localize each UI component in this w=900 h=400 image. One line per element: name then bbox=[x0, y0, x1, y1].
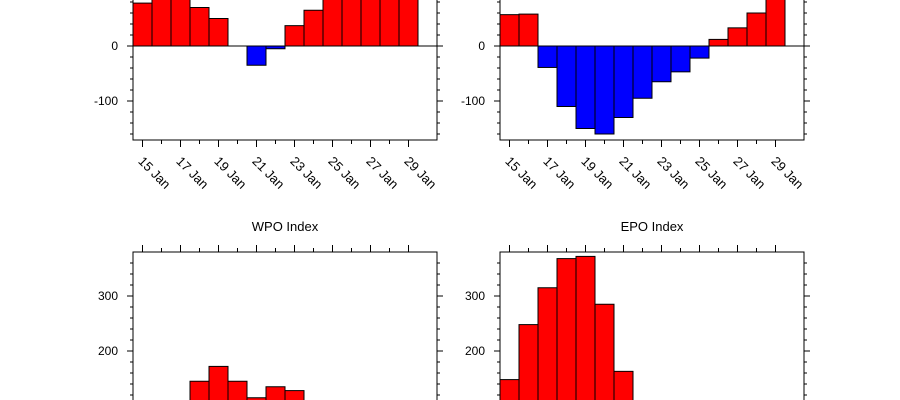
x-tick-label: 15 Jan bbox=[502, 154, 540, 192]
bar bbox=[265, 45, 286, 50]
bar bbox=[537, 287, 558, 400]
chart-title: EPO Index bbox=[621, 219, 684, 234]
y-tick-label: 200 bbox=[465, 344, 485, 358]
bar bbox=[575, 255, 596, 400]
plot-frame bbox=[132, 0, 438, 141]
bar bbox=[151, 0, 172, 47]
bar bbox=[170, 0, 191, 47]
bar bbox=[651, 45, 672, 83]
bar bbox=[613, 45, 634, 118]
bar bbox=[689, 45, 710, 59]
y-tick-label: 300 bbox=[98, 289, 118, 303]
bar bbox=[284, 390, 305, 400]
bar bbox=[189, 380, 210, 400]
x-tick-label: 15 Jan bbox=[135, 154, 173, 192]
plot-frame bbox=[132, 251, 438, 400]
bar bbox=[518, 13, 539, 47]
bar bbox=[189, 7, 210, 47]
y-tick-label: 0 bbox=[111, 39, 118, 53]
bar bbox=[670, 45, 691, 73]
wpo-index-panel: WPO Index 300 200 bbox=[98, 219, 443, 400]
bar bbox=[594, 45, 615, 135]
bar bbox=[132, 2, 153, 47]
bar bbox=[208, 18, 229, 47]
x-tick-label: 29 Jan bbox=[768, 154, 806, 192]
bar bbox=[632, 45, 653, 99]
top-left-panel: 0 -100 15 Jan 17 Jan 19 Jan 21 Jan 23 Jan 25 Ja… bbox=[94, 0, 443, 192]
bar bbox=[518, 324, 539, 400]
y-tick-label: 300 bbox=[465, 289, 485, 303]
top-right-panel: 0 -100 15 Jan 17 Jan 19 Jan 21 Jan 23 Jan 25 Ja… bbox=[461, 0, 810, 192]
plot-frame bbox=[499, 0, 805, 141]
bar bbox=[303, 9, 324, 47]
bar bbox=[594, 303, 615, 400]
bar bbox=[727, 27, 748, 47]
x-tick-label: 25 Jan bbox=[692, 154, 730, 192]
y-tick-label: 200 bbox=[98, 344, 118, 358]
epo-index-panel: EPO Index 300 200 bbox=[465, 219, 810, 400]
x-tick-label: 17 Jan bbox=[540, 154, 578, 192]
x-tick-label: 27 Jan bbox=[363, 154, 401, 192]
x-tick-label: 21 Jan bbox=[249, 154, 287, 192]
x-tick-label: 21 Jan bbox=[616, 154, 654, 192]
bar bbox=[613, 370, 634, 400]
bar bbox=[537, 45, 558, 68]
bar bbox=[765, 0, 786, 47]
x-tick-label: 19 Jan bbox=[578, 154, 616, 192]
bar bbox=[556, 45, 577, 107]
x-tick-label: 27 Jan bbox=[730, 154, 768, 192]
bar bbox=[246, 45, 267, 66]
y-tick-label: 0 bbox=[478, 39, 485, 53]
y-tick-label: -100 bbox=[94, 94, 118, 108]
x-tick-label: 29 Jan bbox=[401, 154, 439, 192]
bar bbox=[360, 0, 381, 47]
bar bbox=[341, 0, 362, 47]
x-tick-label: 23 Jan bbox=[654, 154, 692, 192]
bar bbox=[379, 0, 400, 47]
bar bbox=[208, 365, 229, 400]
bar bbox=[556, 258, 577, 400]
x-tick-label: 19 Jan bbox=[211, 154, 249, 192]
bar bbox=[227, 380, 248, 400]
bar bbox=[746, 12, 767, 47]
x-tick-label: 23 Jan bbox=[287, 154, 325, 192]
bar bbox=[708, 38, 729, 47]
x-tick-label: 17 Jan bbox=[173, 154, 211, 192]
chart-title: WPO Index bbox=[252, 219, 319, 234]
bar bbox=[575, 45, 596, 129]
bar bbox=[499, 14, 520, 47]
bar bbox=[284, 25, 305, 47]
y-tick-label: -100 bbox=[461, 94, 485, 108]
bar bbox=[265, 386, 286, 400]
bar bbox=[322, 0, 343, 47]
plot-frame bbox=[499, 251, 805, 400]
x-tick-label: 25 Jan bbox=[325, 154, 363, 192]
bar bbox=[246, 397, 267, 400]
bar bbox=[398, 0, 419, 47]
bar bbox=[499, 379, 520, 400]
